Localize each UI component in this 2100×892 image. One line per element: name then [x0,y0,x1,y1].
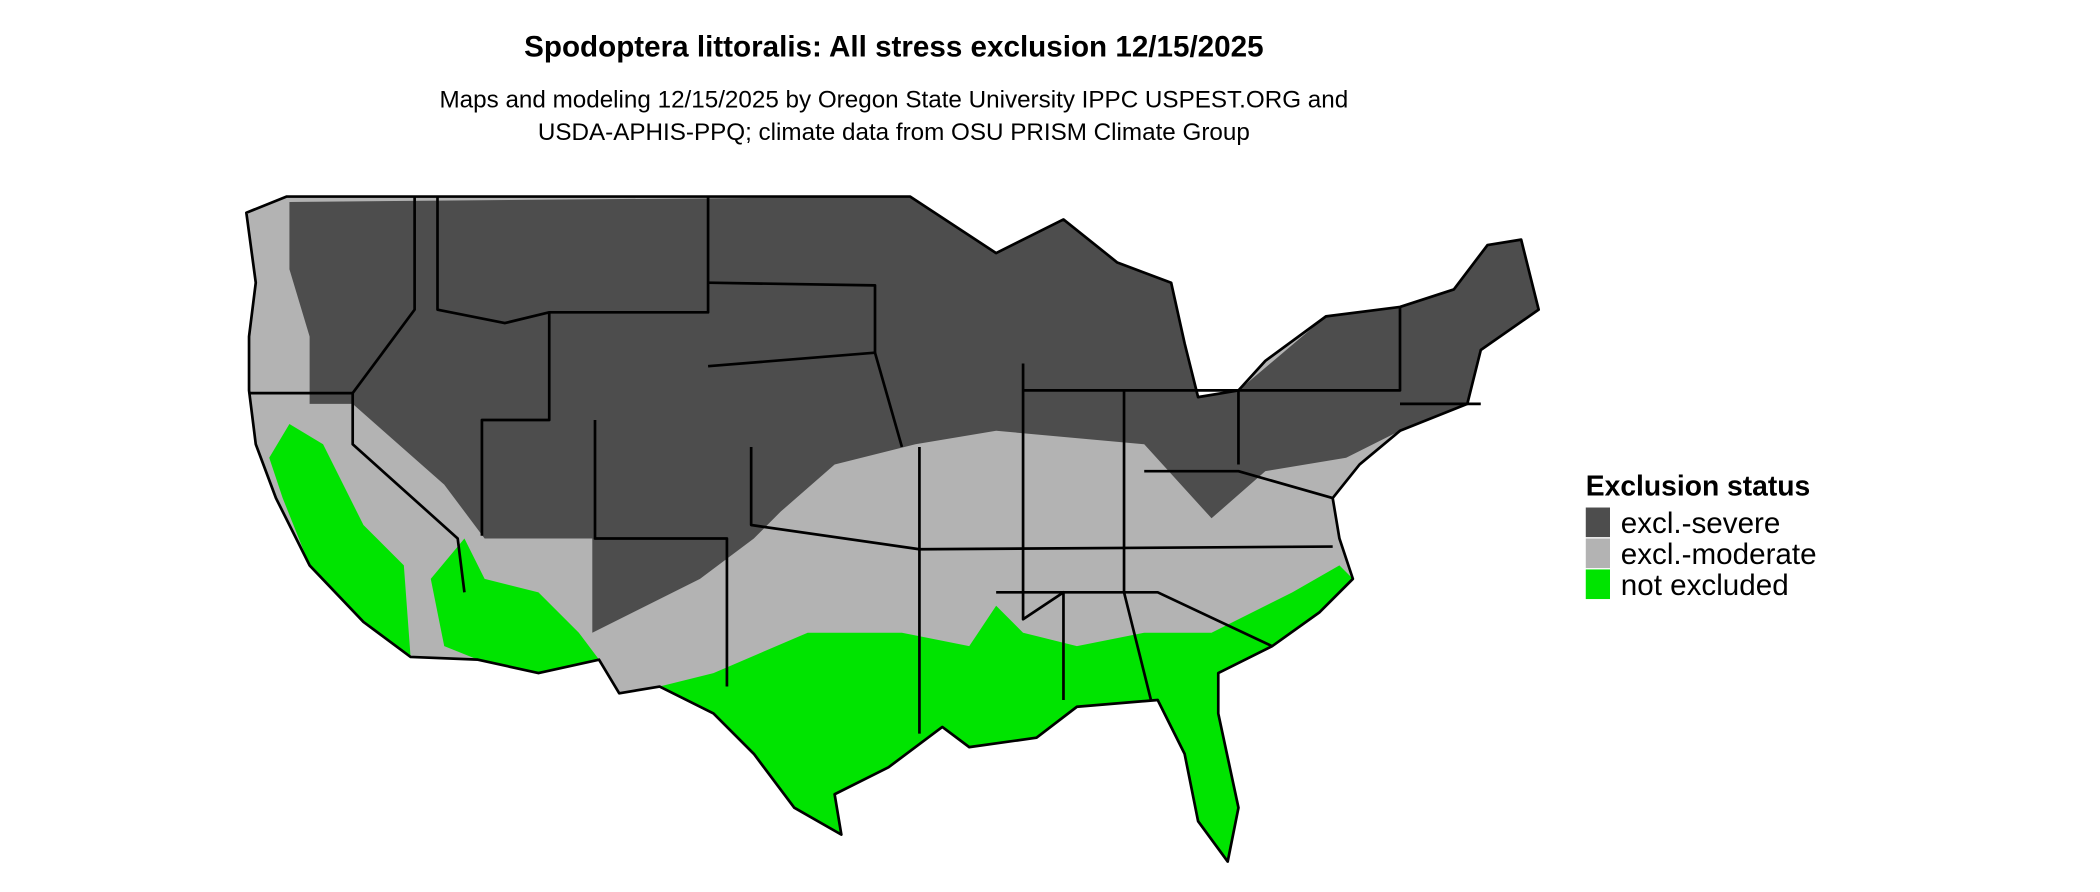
legend-swatch [1585,507,1610,538]
map-title: Spodoptera littoralis: All stress exclus… [524,31,1263,64]
us-outline [245,195,1540,863]
not-excluded-region [269,424,411,657]
subtitle: USDA-APHIS-PPQ; climate data from OSU PR… [538,119,1250,146]
legend-swatch [1585,569,1610,600]
not-excluded-region [430,538,600,674]
legend-title: Exclusion status [1586,469,1811,501]
us-map [245,195,1540,863]
legend-label: excl.-moderate [1621,538,1817,571]
legend-label: not excluded [1621,569,1789,602]
legend-label: excl.-severe [1621,507,1781,540]
not-excluded-region [659,565,1353,862]
legend-swatch [1585,538,1610,569]
state-borders [249,196,1481,734]
subtitle: Maps and modeling 12/15/2025 by Oregon S… [440,87,1349,114]
severe-region [289,196,1539,633]
legend: Exclusion status excl.-severeexcl.-moder… [1585,469,1817,602]
